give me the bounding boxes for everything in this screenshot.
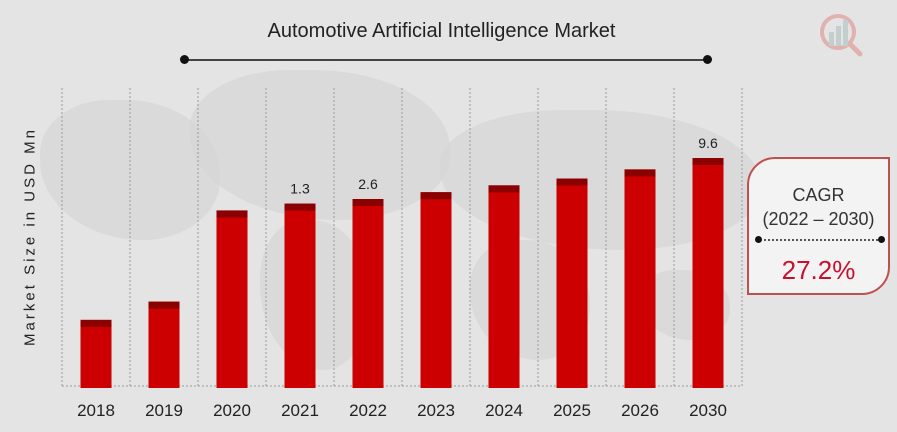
cagr-divider-left-dot xyxy=(755,236,762,243)
x-tick-label-2021: 2021 xyxy=(281,401,319,420)
bar-cap-2025 xyxy=(556,178,588,186)
bar-cap-2023 xyxy=(420,192,452,200)
bar-2024 xyxy=(488,185,520,388)
x-tick-label-2019: 2019 xyxy=(145,401,183,420)
bar-cap-2019 xyxy=(148,301,180,309)
x-tick-label-2026: 2026 xyxy=(621,401,659,420)
cagr-divider xyxy=(759,239,882,241)
chart-title: Automotive Artificial Intelligence Marke… xyxy=(267,20,616,42)
bar-cap-2022 xyxy=(352,199,384,207)
world-map-background xyxy=(190,70,450,220)
cagr-title: CAGR xyxy=(792,185,845,205)
bar-cap-2024 xyxy=(488,185,520,193)
title-line-right-dot xyxy=(703,55,712,64)
cagr-value: 27.2% xyxy=(781,255,856,285)
bar-2026 xyxy=(624,169,656,388)
title-underline xyxy=(185,59,708,61)
x-tick-label-2020: 2020 xyxy=(213,401,251,420)
x-tick-label-2018: 2018 xyxy=(77,401,115,420)
bar-2020 xyxy=(216,210,248,388)
data-label-2030: 9.6 xyxy=(698,135,718,151)
cagr-divider-right-dot xyxy=(878,236,885,243)
data-label-2022: 2.6 xyxy=(358,176,378,192)
bar-2023 xyxy=(420,192,452,388)
x-tick-label-2024: 2024 xyxy=(485,401,523,420)
bar-cap-2021 xyxy=(284,203,316,211)
bar-2019 xyxy=(148,301,180,388)
x-tick-label-2023: 2023 xyxy=(417,401,455,420)
x-tick-label-2030: 2030 xyxy=(689,401,727,420)
data-label-2021: 1.3 xyxy=(290,181,310,197)
bar-2022 xyxy=(352,199,384,388)
magnifier-bar-chart-logo-icon xyxy=(820,14,863,57)
bar-2025 xyxy=(556,178,588,388)
bar-cap-2026 xyxy=(624,169,656,177)
cagr-period: (2022 – 2030) xyxy=(762,209,875,229)
x-tick-label-2022: 2022 xyxy=(349,401,387,420)
bar-cap-2018 xyxy=(80,319,112,327)
cagr-callout: CAGR (2022 – 2030) 27.2% xyxy=(747,157,890,295)
bar-cap-2030 xyxy=(692,158,724,165)
x-tick-label-2025: 2025 xyxy=(553,401,591,420)
bar-2018 xyxy=(80,319,112,388)
bar-cap-2020 xyxy=(216,210,248,218)
bar-2030 xyxy=(692,158,724,388)
bar-2021 xyxy=(284,203,316,388)
title-line-left-dot xyxy=(180,55,189,64)
